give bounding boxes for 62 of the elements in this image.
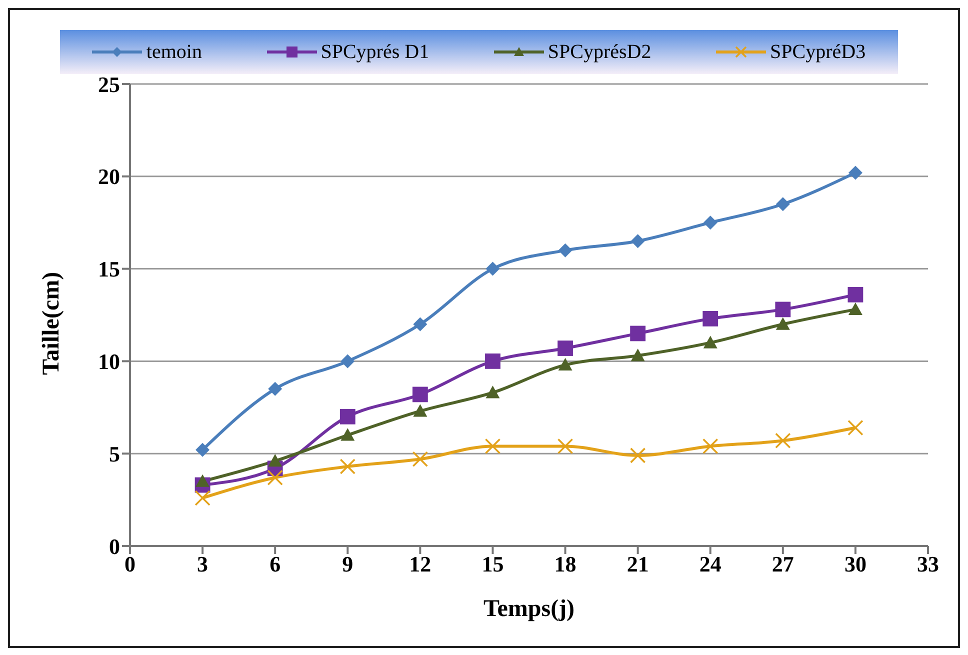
point [412,451,428,468]
point [268,382,282,396]
x-tick-label: 9 [342,552,354,577]
x-tick-label: 33 [917,552,939,577]
point [702,438,718,454]
x-tick-label: 24 [699,552,722,577]
point [267,470,283,486]
point [703,216,718,230]
y-tick-label: 10 [98,349,120,374]
point [776,317,790,330]
x-tick-label: 30 [844,552,866,577]
y-tick-label: 5 [109,441,120,466]
x-tick-label: 0 [124,552,136,577]
point [775,432,791,449]
point [412,386,428,402]
point [340,354,355,368]
point [194,490,210,506]
y-tick-label: 0 [109,534,120,559]
point [484,438,501,454]
point [630,326,646,342]
x-tick-label: 6 [270,552,281,577]
point [848,286,864,302]
point [486,262,500,276]
point [558,243,572,258]
point [848,302,862,316]
legend-label: SPCyprés D1 [320,40,430,64]
point [413,404,428,417]
x-tick-label: 21 [626,552,649,577]
point [196,474,210,487]
point [630,448,646,464]
point [340,408,356,424]
y-tick-label: 15 [98,256,120,282]
point [340,458,356,474]
x-tick-label: 15 [482,552,504,577]
point [775,302,791,318]
point [703,336,718,348]
point [268,454,282,467]
point [558,340,573,356]
point [848,166,862,180]
point [486,386,500,398]
point [485,354,500,369]
point [413,317,428,332]
x-tick-label: 3 [197,552,208,577]
y-tick-label: 20 [98,164,120,190]
point [558,358,572,370]
x-tick-label: 27 [772,552,794,577]
legend-label: SPCypréD3 [770,40,866,64]
point [776,197,790,212]
point [848,420,864,436]
point [630,348,645,362]
y-tick-label: 25 [98,72,120,97]
point [196,442,210,457]
x-tick-label: 18 [554,552,576,577]
legend-label: temoin [146,40,202,64]
y-axis-title: Taille(cm) [38,272,65,375]
x-axis-title: Temps(j) [483,596,575,622]
legend-label: SPCyprésD2 [548,40,652,64]
point [557,438,574,454]
point [340,428,355,441]
point [630,234,645,248]
x-tick-label: 12 [409,552,432,577]
point [702,310,718,326]
